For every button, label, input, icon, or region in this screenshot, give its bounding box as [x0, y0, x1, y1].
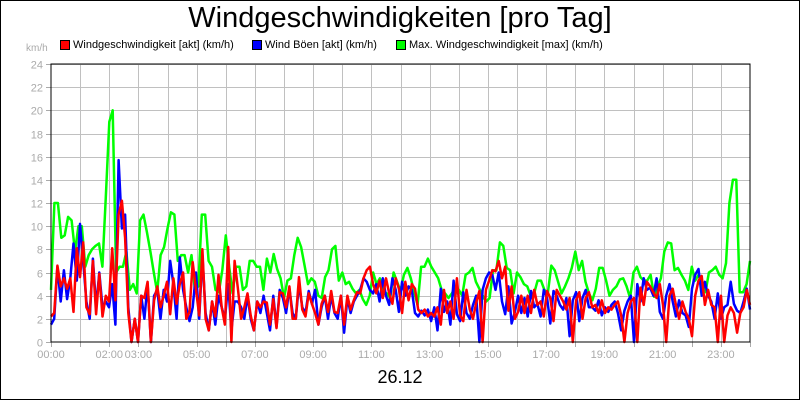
legend-label: Wind Böen [akt] (km/h)	[265, 39, 377, 51]
y-tick-label: 16	[31, 153, 43, 165]
x-tick-label: 13:00	[416, 349, 444, 361]
y-tick-label: 14	[31, 176, 43, 188]
legend-label: Windgeschwindigkeit [akt] (km/h)	[73, 39, 234, 51]
legend-label: Max. Windgeschwindigkeit [max] (km/h)	[409, 39, 603, 51]
y-tick-label: 4	[37, 292, 43, 304]
x-tick-label: 00:00	[37, 349, 65, 361]
x-tick-label: 23:00	[707, 349, 735, 361]
plot-border	[50, 63, 751, 343]
x-tick-label: 05:00	[183, 349, 211, 361]
y-tick-label: 20	[31, 106, 43, 118]
chart-title: Windgeschwindigkeiten [pro Tag]	[188, 2, 612, 34]
x-tick-label: 19:00	[591, 349, 619, 361]
legend-item-wind-boeen: Wind Böen [akt] (km/h)	[252, 39, 377, 51]
y-tick-label: 8	[37, 245, 43, 257]
legend-swatch-green-icon	[396, 40, 406, 50]
x-axis-date-label: 26.12	[377, 367, 423, 387]
x-tick-label: 11:00	[358, 349, 385, 361]
x-tick-label: 02:00	[95, 349, 123, 361]
x-tick-label: 03:00	[125, 349, 153, 361]
y-tick-label: 6	[37, 269, 43, 281]
series-line	[49, 158, 752, 344]
legend-item-max-windgeschwindigkeit: Max. Windgeschwindigkeit [max] (km/h)	[396, 39, 603, 51]
legend-swatch-blue-icon	[252, 40, 262, 50]
x-tick-label: 09:00	[299, 349, 327, 361]
y-tick-label: 24	[31, 60, 43, 72]
x-tick-label: 15:00	[474, 349, 502, 361]
y-axis-unit-label: km/h	[26, 43, 48, 54]
legend-item-windgeschwindigkeit: Windgeschwindigkeit [akt] (km/h)	[60, 39, 234, 51]
y-tick-label: 12	[31, 199, 43, 211]
y-tick-label: 0	[37, 338, 43, 350]
series-line	[50, 199, 752, 344]
legend-swatch-red-icon	[60, 40, 70, 50]
x-tick-label: 21:00	[649, 349, 677, 361]
x-tick-label: 17:00	[532, 349, 560, 361]
data-lines	[49, 109, 752, 344]
y-tick-label: 10	[31, 222, 43, 234]
y-tick-label: 18	[31, 130, 43, 142]
series-line	[49, 109, 752, 307]
y-tick-label: 22	[31, 83, 43, 95]
x-tick-label: 07:00	[241, 349, 269, 361]
y-tick-label: 2	[37, 315, 43, 327]
